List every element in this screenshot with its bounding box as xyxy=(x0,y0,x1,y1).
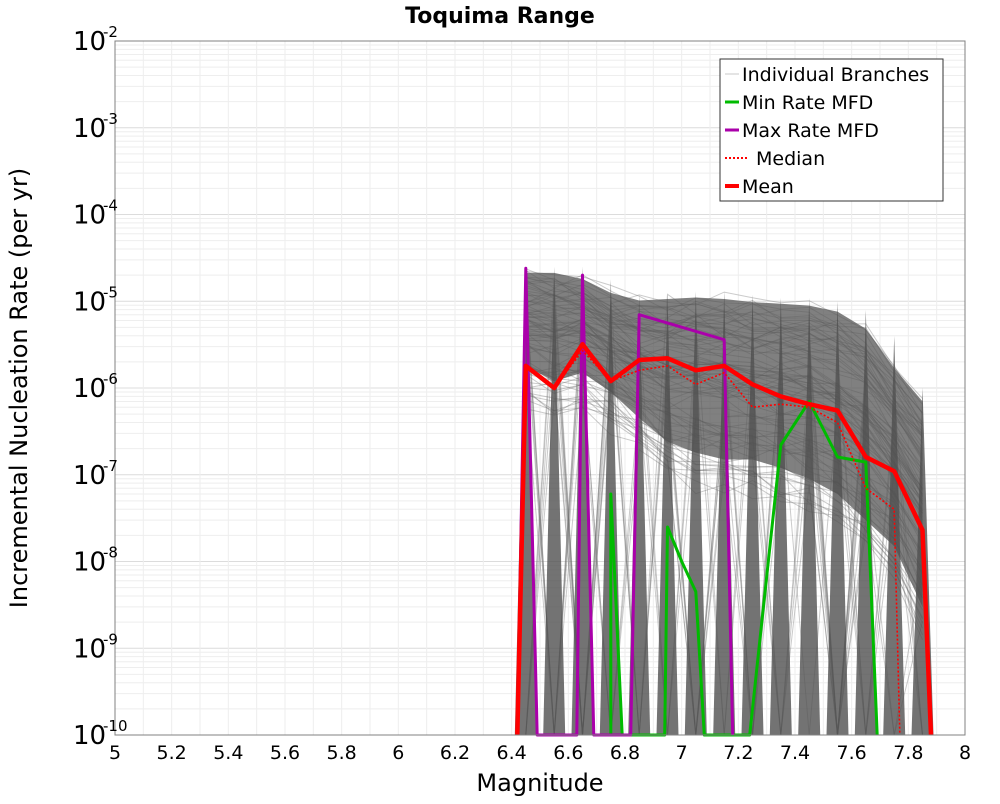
x-tick-label: 7.6 xyxy=(837,742,867,764)
y-tick-labels: 10-210-310-410-510-610-710-810-910-10 xyxy=(73,23,128,751)
legend-label: Max Rate MFD xyxy=(742,120,879,142)
series-line-max-rate-mfd xyxy=(515,266,735,737)
y-tick-label: 10 xyxy=(73,287,106,317)
y-tick-label: 10 xyxy=(73,27,106,57)
y-tick-exponent: -6 xyxy=(103,370,118,388)
branch-spike xyxy=(826,301,849,735)
y-tick-exponent: -3 xyxy=(103,110,118,128)
y-tick-label: 10 xyxy=(73,114,106,144)
x-tick-label: 8 xyxy=(959,742,971,764)
branch-spike xyxy=(741,294,764,735)
y-tick-label: 10 xyxy=(73,374,106,404)
series-line-mean xyxy=(515,341,934,736)
legend-label: Median xyxy=(756,148,825,170)
y-tick-label: 10 xyxy=(73,721,106,751)
branch-spike xyxy=(769,297,792,735)
x-tick-label: 6.2 xyxy=(440,742,470,764)
x-tick-label: 5 xyxy=(109,742,121,764)
y-tick-label: 10 xyxy=(73,634,106,664)
x-tick-label: 5.2 xyxy=(157,742,187,764)
x-tick-label: 7 xyxy=(676,742,688,764)
x-tick-label: 6.6 xyxy=(553,742,583,764)
y-tick-label: 10 xyxy=(73,201,106,231)
y-tick-label: 10 xyxy=(73,461,106,491)
x-axis-label: Magnitude xyxy=(476,769,603,797)
plot-frame xyxy=(114,40,966,736)
y-tick-exponent: -2 xyxy=(103,23,118,41)
x-tick-label: 5.8 xyxy=(327,742,357,764)
x-tick-label: 7.2 xyxy=(723,742,753,764)
y-tick-exponent: -7 xyxy=(103,457,118,475)
y-tick-exponent: -9 xyxy=(103,630,118,648)
x-tick-label: 7.4 xyxy=(780,742,810,764)
branch-spike xyxy=(798,297,821,735)
branch-spike xyxy=(543,266,566,735)
x-tick-label: 7.8 xyxy=(893,742,923,764)
x-tick-labels: 5 5.2 5.4 5.6 5.8 6 6.2 6.4 6.6 6.8 7 7.2 7.4 7.6 7.8 8 xyxy=(109,742,971,764)
branch-spike xyxy=(684,291,707,735)
y-tick-label: 10 xyxy=(73,548,106,578)
x-tick-label: 5.4 xyxy=(213,742,243,764)
legend: Individual Branches Min Rate MFD Max Rate … xyxy=(719,58,944,202)
x-tick-label: 6.4 xyxy=(497,742,527,764)
x-tick-label: 5.6 xyxy=(270,742,300,764)
branch-spike xyxy=(656,294,679,735)
y-tick-exponent: -5 xyxy=(103,283,118,301)
legend-label: Min Rate MFD xyxy=(742,92,873,114)
x-tick-label: 6.8 xyxy=(610,742,640,764)
y-axis-label: Incremental Nucleation Rate (per yr) xyxy=(5,168,33,608)
legend-box xyxy=(719,58,944,202)
chart-title: Toquima Range xyxy=(405,4,595,29)
y-tick-exponent: -4 xyxy=(103,197,118,215)
y-tick-exponent: -10 xyxy=(103,717,128,735)
x-tick-label: 6 xyxy=(392,742,404,764)
legend-label: Mean xyxy=(742,176,794,198)
legend-label: Individual Branches xyxy=(742,64,929,86)
y-tick-exponent: -8 xyxy=(103,544,118,562)
